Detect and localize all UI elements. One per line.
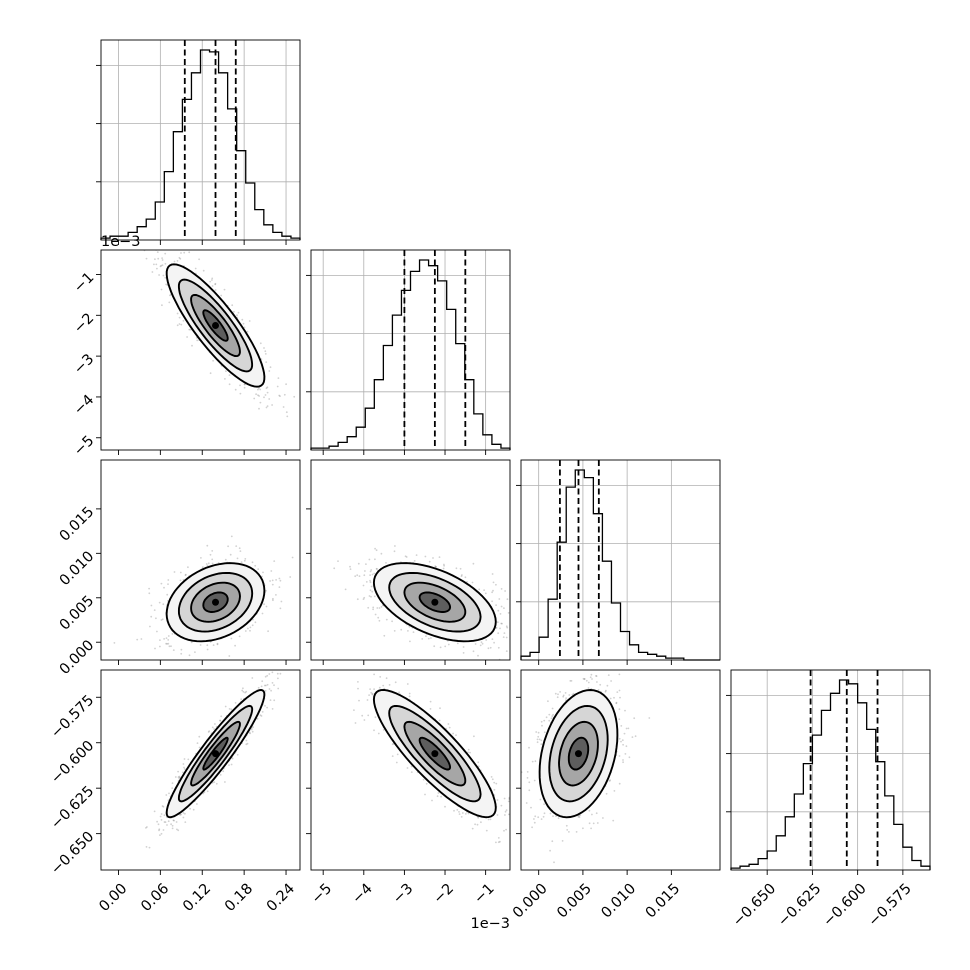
hist-panel-p2 xyxy=(306,249,511,451)
x-tick-label: −1 xyxy=(471,881,497,907)
hist-panel-p1 xyxy=(96,39,301,241)
contour-line-1 xyxy=(558,720,599,787)
y-tick-label: −3 xyxy=(71,351,97,377)
y-tick-label: 0.015 xyxy=(57,504,98,545)
contour-line-2 xyxy=(177,278,254,373)
density-peak xyxy=(212,322,220,330)
contour-line-2 xyxy=(548,704,609,803)
contours xyxy=(372,562,497,643)
contour-line-3 xyxy=(372,562,497,643)
hist-panel-frame xyxy=(520,459,721,661)
contours xyxy=(165,689,266,819)
y-tick-label: −4 xyxy=(71,392,97,418)
contour-line-3 xyxy=(165,689,266,819)
scatter-panel-frame xyxy=(100,669,301,871)
contour-line-3 xyxy=(372,689,497,819)
x-tick-label: 0.005 xyxy=(554,881,595,922)
contours xyxy=(165,562,266,643)
y-tick-label: 0.000 xyxy=(57,637,98,678)
x-tick-label: −5 xyxy=(309,881,335,907)
contour-line-0 xyxy=(418,591,452,613)
scatter-panel-p1_p3 xyxy=(96,459,301,665)
contour-line-3 xyxy=(165,263,266,388)
scatter-panel-p2_p4 xyxy=(306,669,511,875)
contour-line-2 xyxy=(388,571,482,633)
x-tick-label: −0.600 xyxy=(820,881,869,930)
contour-line-1 xyxy=(403,581,467,623)
contour-line-3 xyxy=(165,562,266,643)
x-tick-label: −4 xyxy=(349,881,375,907)
y-tick-label: −0.650 xyxy=(48,829,97,878)
y-tick-label: −2 xyxy=(71,310,97,336)
density-peak xyxy=(431,750,439,758)
contour-line-1 xyxy=(190,293,241,358)
scatter-panel-frame xyxy=(310,459,511,661)
x-tick-label: 0.06 xyxy=(138,881,172,915)
hist-panel-p3 xyxy=(516,459,721,661)
hist-panel-frame xyxy=(310,249,511,451)
contour-line-1 xyxy=(190,581,241,623)
x-offset-label: 1e−3 xyxy=(470,916,510,932)
contour-line-1 xyxy=(190,720,241,787)
contour-line-2 xyxy=(388,704,482,803)
x-tick-label: 0.24 xyxy=(264,881,298,915)
density-peak xyxy=(212,750,220,758)
density-peak xyxy=(212,598,220,606)
x-tick-label: −0.575 xyxy=(866,881,915,930)
scatter-panel-frame xyxy=(100,249,301,451)
scatter-panel-p3_p4 xyxy=(516,669,721,875)
x-tick-label: −3 xyxy=(390,881,416,907)
hist-steps-p1 xyxy=(100,49,301,240)
contour-line-0 xyxy=(202,309,229,342)
hist-panel-p4 xyxy=(726,669,931,871)
y-tick-label: −0.575 xyxy=(48,692,97,741)
contour-line-0 xyxy=(418,736,452,771)
y-tick-label: 0.005 xyxy=(57,593,98,634)
y-offset-label: 1e−3 xyxy=(101,234,141,250)
scatter-panel-p2_p3 xyxy=(306,459,511,665)
contour-line-0 xyxy=(202,736,229,771)
y-tick-label: −1 xyxy=(71,270,97,296)
hist-steps-p4 xyxy=(730,679,931,870)
density-peak xyxy=(431,598,439,606)
x-tick-label: −0.625 xyxy=(775,881,824,930)
contour-line-2 xyxy=(177,571,254,633)
contours xyxy=(538,689,619,819)
hist-panel-frame xyxy=(730,669,931,871)
density-peak xyxy=(574,750,582,758)
x-tick-label: 0.015 xyxy=(643,881,684,922)
contours xyxy=(372,689,497,819)
x-tick-label: 0.000 xyxy=(510,881,551,922)
hist-steps-p2 xyxy=(310,259,511,450)
x-tick-label: 0.00 xyxy=(96,881,130,915)
contour-line-2 xyxy=(177,704,254,803)
contours xyxy=(165,263,266,388)
y-tick-label: 0.010 xyxy=(57,548,98,589)
scatter-panel-frame xyxy=(100,459,301,661)
x-tick-label: −2 xyxy=(431,881,457,907)
contour-line-3 xyxy=(538,689,619,819)
y-tick-label: −0.600 xyxy=(48,738,97,787)
y-tick-label: −0.625 xyxy=(48,783,97,832)
scatter-panel-frame xyxy=(310,669,511,871)
x-tick-label: 0.18 xyxy=(222,881,256,915)
hist-steps-p3 xyxy=(520,469,720,661)
y-tick-label: −5 xyxy=(71,433,97,459)
x-tick-label: −0.650 xyxy=(730,881,779,930)
contour-line-0 xyxy=(202,591,229,613)
x-tick-label: 0.12 xyxy=(180,881,214,915)
scatter-panel-p1_p2 xyxy=(96,249,301,455)
contour-line-0 xyxy=(567,736,590,771)
scatter-panel-p1_p4 xyxy=(96,669,301,875)
contour-line-1 xyxy=(403,720,467,787)
hist-panel-frame xyxy=(100,39,301,241)
x-tick-label: 0.010 xyxy=(599,881,640,922)
scatter-panel-frame xyxy=(520,669,721,871)
